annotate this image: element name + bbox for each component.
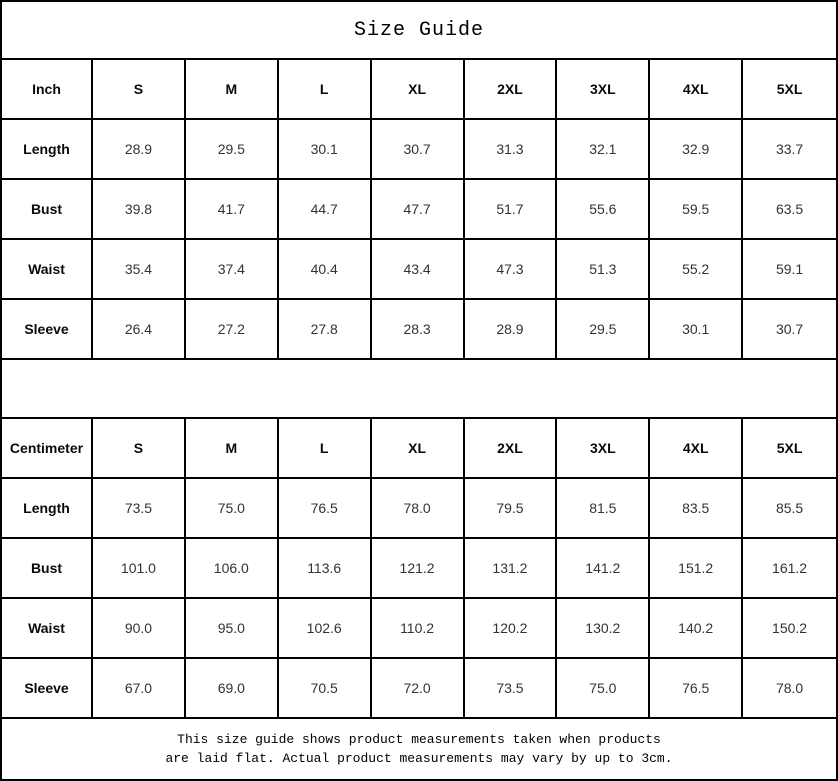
size-guide-title: Size Guide: [2, 2, 836, 60]
size-column-header: L: [278, 60, 372, 120]
measurement-value-cell: 78.0: [743, 659, 836, 719]
measurement-value-cell: 28.9: [93, 120, 186, 180]
measurement-value-cell: 63.5: [743, 180, 836, 240]
measurement-value-cell: 90.0: [93, 599, 186, 659]
size-column-header: 4XL: [650, 419, 744, 479]
size-column-header: S: [93, 419, 186, 479]
measurement-value-cell: 102.6: [278, 599, 372, 659]
measurement-value-cell: 75.0: [185, 479, 279, 539]
measurement-value-cell: 161.2: [743, 539, 836, 599]
measurement-value-cell: 59.5: [650, 180, 744, 240]
size-column-header: XL: [371, 60, 465, 120]
measurement-value-cell: 72.0: [371, 659, 465, 719]
unit-label-cell: Inch: [2, 60, 93, 120]
measurement-value-cell: 30.1: [278, 120, 372, 180]
centimeter-size-table: Centimeter S M L XL 2XL 3XL 4XL 5XL Leng…: [2, 419, 836, 719]
measurement-value-cell: 141.2: [557, 539, 651, 599]
measurement-value-cell: 95.0: [185, 599, 279, 659]
measurement-value-cell: 78.0: [371, 479, 465, 539]
measurement-value-cell: 31.3: [464, 120, 558, 180]
size-column-header: S: [93, 60, 186, 120]
measurement-value-cell: 69.0: [185, 659, 279, 719]
size-column-header: 3XL: [557, 419, 651, 479]
measurement-value-cell: 75.0: [557, 659, 651, 719]
measurement-value-cell: 28.9: [464, 300, 558, 360]
size-column-header: 3XL: [557, 60, 651, 120]
measurement-row-label: Sleeve: [2, 659, 93, 719]
footnote-line-1: This size guide shows product measuremen…: [177, 732, 661, 747]
measurement-value-cell: 85.5: [743, 479, 836, 539]
size-column-header: XL: [371, 419, 465, 479]
measurement-value-cell: 76.5: [650, 659, 744, 719]
size-column-header: M: [185, 419, 279, 479]
measurement-value-cell: 83.5: [650, 479, 744, 539]
measurement-value-cell: 51.3: [557, 240, 651, 300]
measurement-value-cell: 30.1: [650, 300, 744, 360]
measurement-value-cell: 30.7: [371, 120, 465, 180]
measurement-value-cell: 151.2: [650, 539, 744, 599]
measurement-value-cell: 40.4: [278, 240, 372, 300]
measurement-value-cell: 106.0: [185, 539, 279, 599]
measurement-row-label: Waist: [2, 240, 93, 300]
measurement-value-cell: 33.7: [743, 120, 836, 180]
measurement-value-cell: 32.1: [557, 120, 651, 180]
measurement-row-label: Length: [2, 479, 93, 539]
measurement-value-cell: 70.5: [278, 659, 372, 719]
size-column-header: 4XL: [650, 60, 744, 120]
measurement-value-cell: 37.4: [185, 240, 279, 300]
size-column-header: 2XL: [464, 419, 558, 479]
measurement-value-cell: 130.2: [557, 599, 651, 659]
size-column-header: L: [278, 419, 372, 479]
unit-label-cell: Centimeter: [2, 419, 93, 479]
measurement-value-cell: 27.2: [185, 300, 279, 360]
measurement-value-cell: 131.2: [464, 539, 558, 599]
measurement-value-cell: 101.0: [93, 539, 186, 599]
measurement-value-cell: 27.8: [278, 300, 372, 360]
measurement-value-cell: 73.5: [464, 659, 558, 719]
measurement-value-cell: 29.5: [557, 300, 651, 360]
inch-size-table: Inch S M L XL 2XL 3XL 4XL 5XL Length 28.…: [2, 60, 836, 360]
measurement-value-cell: 113.6: [278, 539, 372, 599]
measurement-row-label: Length: [2, 120, 93, 180]
measurement-value-cell: 32.9: [650, 120, 744, 180]
measurement-row-label: Sleeve: [2, 300, 93, 360]
measurement-value-cell: 43.4: [371, 240, 465, 300]
measurement-value-cell: 73.5: [93, 479, 186, 539]
measurement-value-cell: 28.3: [371, 300, 465, 360]
measurement-value-cell: 110.2: [371, 599, 465, 659]
measurement-value-cell: 67.0: [93, 659, 186, 719]
measurement-value-cell: 47.3: [464, 240, 558, 300]
measurement-value-cell: 59.1: [743, 240, 836, 300]
measurement-row-label: Waist: [2, 599, 93, 659]
measurement-value-cell: 35.4: [93, 240, 186, 300]
table-divider-spacer: [2, 360, 836, 419]
measurement-value-cell: 55.6: [557, 180, 651, 240]
measurement-value-cell: 79.5: [464, 479, 558, 539]
size-column-header: 5XL: [743, 60, 836, 120]
size-column-header: 5XL: [743, 419, 836, 479]
measurement-value-cell: 39.8: [93, 180, 186, 240]
measurement-value-cell: 44.7: [278, 180, 372, 240]
measurement-value-cell: 140.2: [650, 599, 744, 659]
size-column-header: 2XL: [464, 60, 558, 120]
measurement-row-label: Bust: [2, 180, 93, 240]
measurement-value-cell: 30.7: [743, 300, 836, 360]
measurement-value-cell: 55.2: [650, 240, 744, 300]
measurement-value-cell: 29.5: [185, 120, 279, 180]
measurement-value-cell: 76.5: [278, 479, 372, 539]
measurement-value-cell: 121.2: [371, 539, 465, 599]
measurement-value-cell: 47.7: [371, 180, 465, 240]
measurement-value-cell: 51.7: [464, 180, 558, 240]
footnote-line-2: are laid flat. Actual product measuremen…: [165, 751, 673, 766]
size-column-header: M: [185, 60, 279, 120]
size-guide-footnote: This size guide shows product measuremen…: [2, 719, 836, 779]
measurement-row-label: Bust: [2, 539, 93, 599]
measurement-value-cell: 150.2: [743, 599, 836, 659]
measurement-value-cell: 81.5: [557, 479, 651, 539]
measurement-value-cell: 41.7: [185, 180, 279, 240]
measurement-value-cell: 120.2: [464, 599, 558, 659]
measurement-value-cell: 26.4: [93, 300, 186, 360]
